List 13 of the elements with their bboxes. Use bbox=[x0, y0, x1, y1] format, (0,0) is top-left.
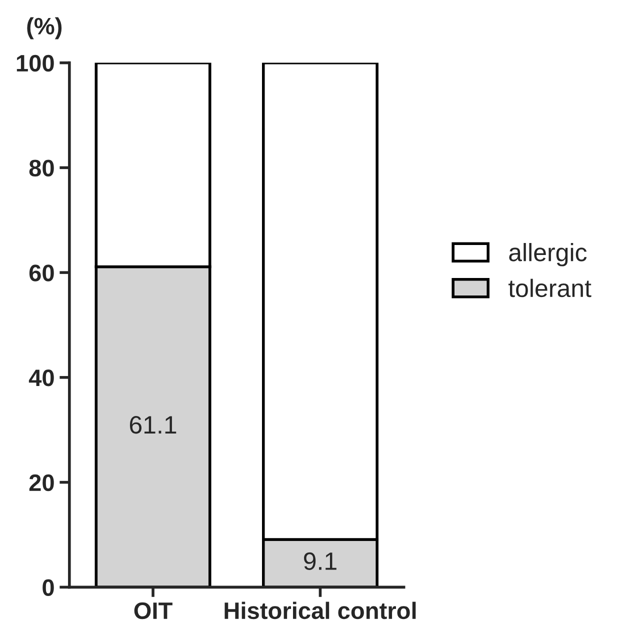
y-tick-label: 80 bbox=[29, 160, 54, 176]
x-tick-label: OIT bbox=[134, 602, 172, 620]
y-tick-label: 100 bbox=[16, 54, 54, 72]
y-tick-label: 60 bbox=[29, 264, 54, 282]
data-label: 9.1 bbox=[304, 552, 336, 570]
y-tick-label: 40 bbox=[28, 369, 54, 386]
data-label: 61.1 bbox=[130, 416, 176, 434]
y-tick-label: 0 bbox=[42, 579, 54, 596]
legend-label: tolerant bbox=[508, 278, 592, 298]
legend-label: allergic bbox=[509, 242, 587, 266]
y-axis-title: (%) bbox=[27, 17, 62, 40]
x-tick-label: Historical control bbox=[224, 602, 416, 620]
y-tick-label: 20 bbox=[29, 474, 54, 492]
